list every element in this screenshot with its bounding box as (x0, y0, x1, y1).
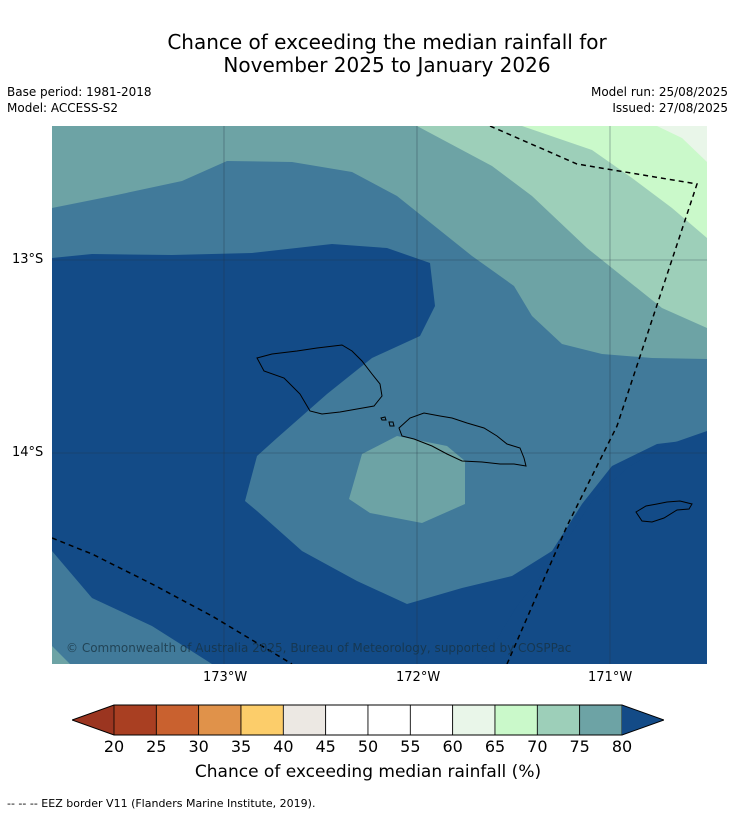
eez-border-west (52, 537, 293, 664)
island-upolu (398, 412, 527, 467)
colorbar-bin (452, 704, 496, 736)
colorbar-tick-label: 20 (103, 737, 125, 756)
colorbar-bin (579, 704, 623, 736)
band-80-outer-west (52, 244, 707, 664)
lat-label-14s: 14°S (12, 445, 44, 460)
lon-label-172w: 172°W (396, 670, 441, 685)
colorbar-bin (536, 704, 581, 736)
band-70-75-center (349, 436, 465, 523)
colorbar-tick-label: 70 (527, 737, 548, 756)
band-60-65 (522, 126, 707, 238)
colorbar-tick-label: 45 (315, 737, 336, 756)
band-80-southeast (482, 431, 707, 664)
colorbar-bin (198, 704, 242, 736)
lat-label-13s: 13°S (12, 252, 44, 267)
colorbar (72, 704, 664, 736)
colorbar-bin (113, 704, 157, 736)
colorbar-bin (325, 704, 369, 736)
colorbar-bin (494, 704, 538, 736)
colorbar-tick-label: 30 (188, 737, 209, 756)
lon-label-171w: 171°W (588, 670, 633, 685)
colorbar-tick-label: 65 (484, 737, 506, 756)
colorbar-tick-label: 60 (442, 737, 463, 756)
colorbar-tick-label: 50 (357, 737, 379, 756)
colorbar-under-arrow (72, 705, 114, 735)
island-small-a (380, 416, 387, 421)
island-tutuila (635, 500, 693, 523)
colorbar-bin (155, 704, 200, 736)
lon-label-173w: 173°W (203, 670, 248, 685)
colorbar-tick-label: 80 (611, 737, 633, 756)
colorbar-bin (240, 704, 284, 736)
band-70-75-corner (52, 646, 70, 664)
band-55-60 (657, 126, 707, 162)
colorbar-over-arrow (622, 705, 664, 735)
issued-text: Issued: 27/08/2025 (612, 101, 728, 115)
colorbar-bin (282, 704, 327, 736)
island-upolu-west (256, 344, 383, 415)
band-65-70 (370, 126, 707, 328)
colorbar-tick-label: 25 (146, 737, 167, 756)
model-text: Model: ACCESS-S2 (7, 101, 119, 115)
colorbar-tick-label: 75 (569, 737, 590, 756)
colorbar-label: Chance of exceeding median rainfall (%) (194, 762, 542, 782)
colorbar-bin (367, 704, 411, 736)
colorbar-tick-label: 55 (400, 737, 421, 756)
copyright-text: © Commonwealth of Australia 2025, Bureau… (66, 641, 572, 655)
eez-border-east (489, 126, 698, 664)
model-run-text: Model run: 25/08/2025 (590, 85, 728, 99)
rainfall-map (52, 126, 707, 664)
colorbar-tick-label: 40 (273, 737, 294, 756)
colorbar-tick-label: 35 (230, 737, 252, 756)
meta-right: Model run: 25/08/2025 Issued: 27/08/2025 (591, 84, 728, 116)
band-75-80-southwest (52, 551, 212, 664)
footnote: -- -- -- EEZ border V11 (Flanders Marine… (7, 797, 316, 810)
base-period-text: Base period: 1981-2018 (7, 85, 152, 99)
island-small-b (388, 421, 395, 427)
colorbar-bin (409, 704, 454, 736)
meta-left: Base period: 1981-2018 Model: ACCESS-S2 (7, 84, 152, 116)
map-title: Chance of exceeding the median rainfall … (167, 30, 607, 77)
